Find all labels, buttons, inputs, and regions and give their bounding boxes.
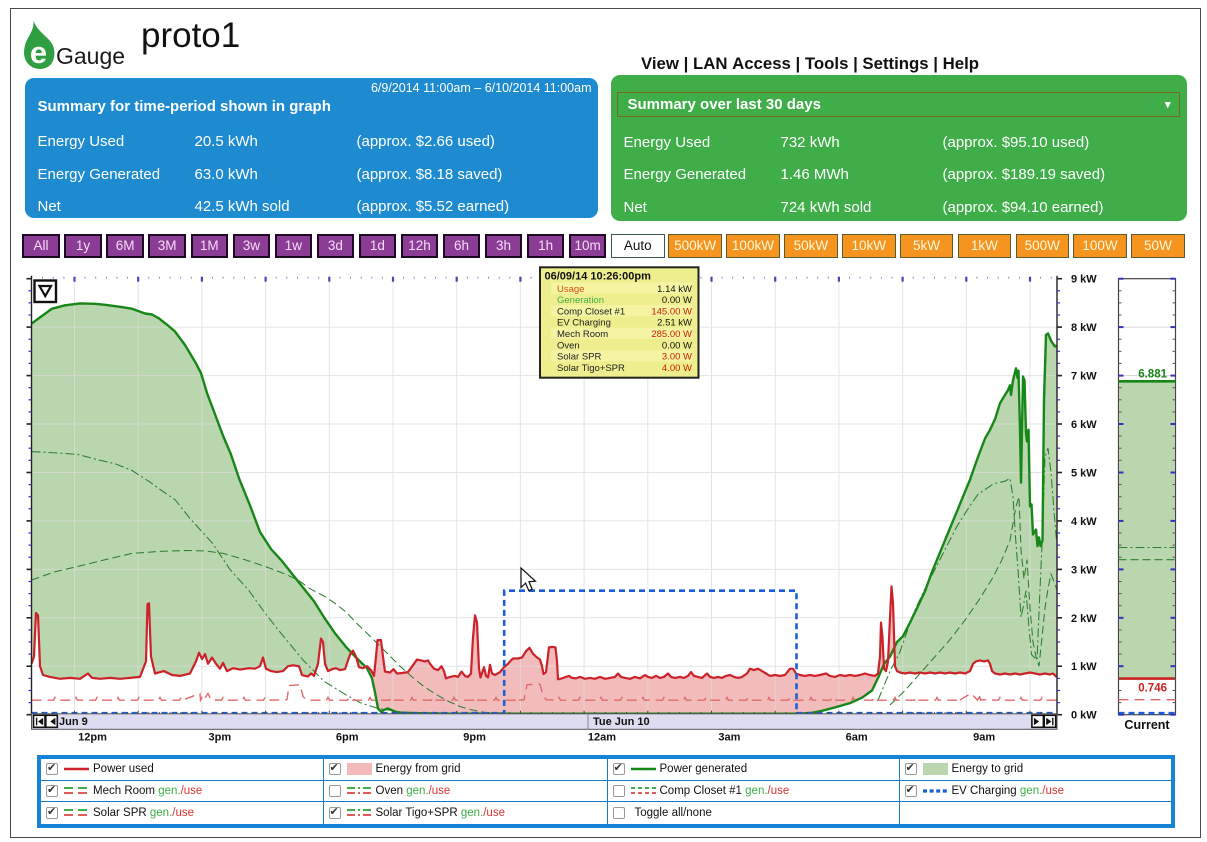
svg-text:0.00 W: 0.00 W [662,340,692,351]
svg-text:6am: 6am [846,732,868,744]
svg-text:3.00 W: 3.00 W [662,352,692,363]
svg-text:0.746: 0.746 [1138,683,1167,695]
svg-text:1 kW: 1 kW [1071,661,1097,673]
svg-text:6pm: 6pm [336,732,359,744]
svg-text:9 kW: 9 kW [1071,274,1097,286]
svg-text:8 kW: 8 kW [1071,322,1097,334]
svg-text:145.00 W: 145.00 W [651,306,692,317]
svg-text:2.51 kW: 2.51 kW [657,318,692,329]
svg-text:Gauge: Gauge [56,43,125,69]
svg-text:Comp Closet #1: Comp Closet #1 [557,306,625,317]
svg-text:Jun 9: Jun 9 [59,716,88,728]
svg-text:285.00 W: 285.00 W [651,329,692,340]
svg-text:1.14 kW: 1.14 kW [657,284,692,295]
svg-text:Mech Room: Mech Room [557,329,608,340]
svg-text:0 kW: 0 kW [1071,710,1097,722]
svg-text:4.00 W: 4.00 W [662,363,692,374]
svg-text:Generation: Generation [557,295,604,306]
svg-text:7 kW: 7 kW [1071,371,1097,383]
svg-text:Solar Tigo+SPR: Solar Tigo+SPR [557,363,625,374]
svg-text:6.881: 6.881 [1138,368,1167,380]
svg-text:3pm: 3pm [208,732,231,744]
svg-text:5 kW: 5 kW [1071,468,1097,480]
svg-text:EV Charging: EV Charging [557,318,611,329]
svg-text:9am: 9am [973,732,995,744]
svg-text:4 kW: 4 kW [1071,516,1097,528]
svg-text:9pm: 9pm [463,732,486,744]
svg-text:06/09/14 10:26:00pm: 06/09/14 10:26:00pm [545,271,652,283]
svg-text:Oven: Oven [557,340,580,351]
svg-text:12am: 12am [588,732,616,744]
svg-text:0.00 W: 0.00 W [662,295,692,306]
svg-text:Current: Current [1124,718,1170,732]
svg-text:6 kW: 6 kW [1071,419,1097,431]
svg-text:2 kW: 2 kW [1071,613,1097,625]
svg-text:12pm: 12pm [78,732,107,744]
svg-text:Usage: Usage [557,284,584,295]
svg-text:3 kW: 3 kW [1071,564,1097,576]
svg-text:e: e [30,35,47,70]
svg-text:Tue Jun 10: Tue Jun 10 [593,716,650,728]
svg-text:Solar SPR: Solar SPR [557,352,601,363]
svg-text:3am: 3am [718,732,740,744]
